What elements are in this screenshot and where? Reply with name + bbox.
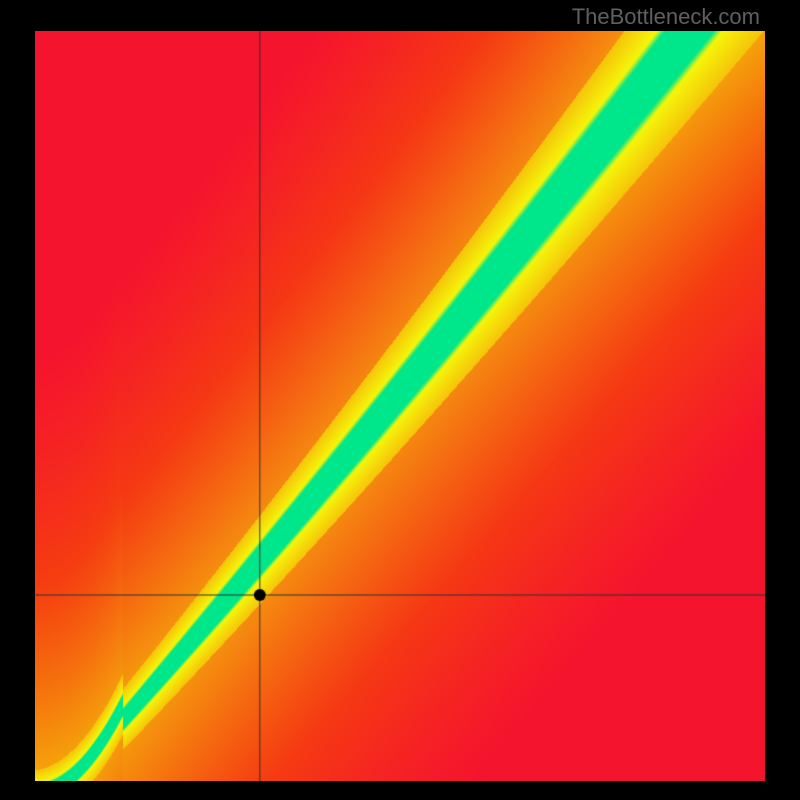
heatmap-canvas — [35, 31, 765, 781]
heatmap-container — [35, 31, 765, 781]
watermark-text: TheBottleneck.com — [572, 4, 760, 30]
